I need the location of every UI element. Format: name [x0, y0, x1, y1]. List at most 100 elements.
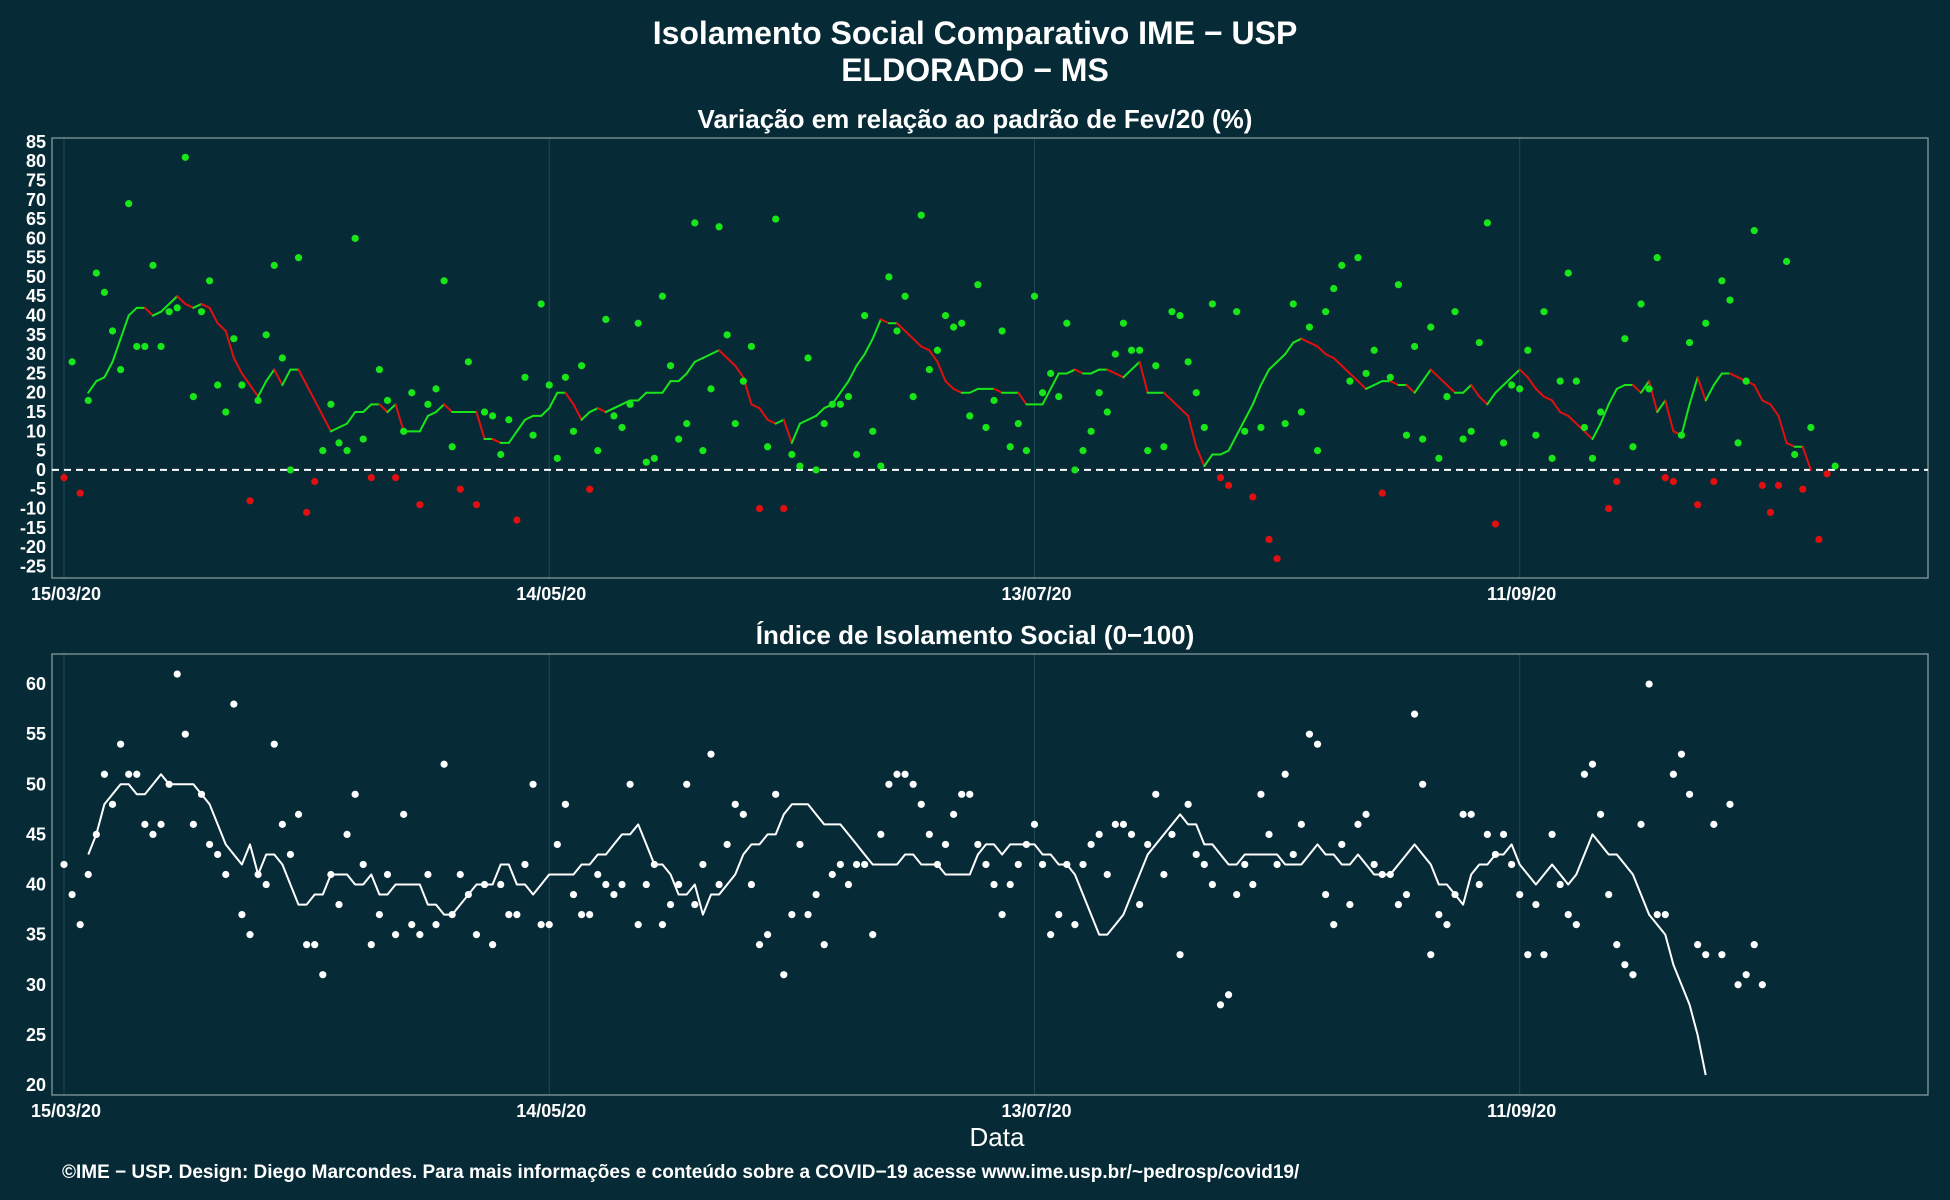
- p1-data-point: [367, 474, 375, 482]
- p2-data-point: [844, 880, 853, 889]
- p1-moving-average-segment: [912, 337, 923, 348]
- p1-data-point: [561, 373, 570, 381]
- p2-data-point: [1370, 860, 1378, 869]
- p1-data-point: [1726, 296, 1734, 304]
- p1-data-point: [990, 396, 998, 405]
- p1-data-point: [359, 435, 367, 443]
- p1-moving-average-segment: [329, 426, 340, 433]
- p1-moving-average-segment: [240, 372, 252, 387]
- p1-moving-average-segment: [127, 306, 138, 317]
- p1-data-point: [796, 462, 804, 470]
- p2-data-point: [699, 860, 707, 869]
- p1-moving-average-segment: [1437, 376, 1448, 387]
- p1-moving-average-segment: [1640, 380, 1651, 394]
- p1-data-point: [925, 365, 933, 374]
- p2-data-point: [1305, 730, 1314, 738]
- p2-data-point: [1572, 921, 1580, 929]
- p1-moving-average-segment: [1429, 368, 1440, 379]
- footer-credit: ©IME − USP. Design: Diego Marcondes. Par…: [62, 1162, 1300, 1183]
- p1-data-point: [1192, 389, 1200, 397]
- p2-data-point: [1354, 820, 1362, 828]
- p1-moving-average-segment: [596, 407, 607, 414]
- p2-data-point: [100, 770, 109, 778]
- p1-data-point: [1475, 338, 1483, 347]
- p2-data-point: [1144, 840, 1152, 849]
- p2-data-point: [594, 870, 602, 879]
- p1-moving-average-segment: [87, 380, 98, 394]
- p1-moving-average-segment: [1316, 345, 1327, 356]
- p1-moving-average-segment: [1405, 384, 1416, 394]
- x-axis-label: Data: [970, 1122, 1025, 1152]
- p2-data-point: [1427, 951, 1435, 959]
- p1-moving-average-segment: [1704, 384, 1715, 402]
- p2-data-point: [553, 840, 561, 849]
- p1-y-tick-label: -10: [20, 499, 46, 519]
- p2-data-point: [885, 780, 893, 788]
- p1-moving-average-segment: [95, 376, 106, 383]
- p2-data-point: [796, 840, 804, 849]
- p2-data-point: [84, 870, 92, 879]
- p1-data-point: [1038, 389, 1047, 397]
- p2-data-point: [1208, 880, 1217, 889]
- p1-data-point: [1063, 319, 1071, 327]
- p2-data-point: [1637, 820, 1645, 828]
- p2-data-point: [513, 910, 521, 919]
- p2-y-tick-label: 25: [26, 1025, 46, 1045]
- p1-moving-average-segment: [1324, 353, 1335, 359]
- p2-data-point: [1160, 870, 1168, 879]
- p1-data-point: [844, 392, 853, 401]
- p1-moving-average-segment: [346, 411, 357, 425]
- p1-data-point: [327, 400, 335, 408]
- p1-moving-average-segment: [1478, 395, 1489, 406]
- p1-data-point: [1548, 454, 1556, 462]
- p2-data-point: [747, 880, 756, 889]
- p1-data-point: [1540, 308, 1548, 316]
- p2-data-point: [1629, 971, 1637, 979]
- p1-data-point: [885, 273, 893, 281]
- p2-data-point: [1491, 850, 1500, 859]
- p1-moving-average-segment: [1510, 368, 1521, 379]
- p1-moving-average-segment: [119, 314, 130, 340]
- p1-moving-average-segment: [863, 337, 874, 356]
- p1-data-point: [278, 354, 286, 362]
- p2-data-point: [1758, 981, 1766, 989]
- p2-data-point: [141, 820, 149, 828]
- p1-data-point: [1653, 254, 1661, 262]
- p2-data-point: [1168, 830, 1176, 839]
- p1-moving-average-segment: [491, 438, 502, 444]
- p2-data-point: [1014, 860, 1022, 869]
- p2-data-point: [1588, 760, 1597, 768]
- p1-moving-average-segment: [1373, 380, 1384, 387]
- p1-data-point: [246, 497, 254, 505]
- p1-moving-average-segment: [435, 403, 446, 414]
- p1-moving-average-segment: [1162, 391, 1173, 402]
- p1-data-point: [1273, 555, 1281, 563]
- p2-data-point: [456, 870, 464, 879]
- p1-moving-average-segment: [968, 387, 979, 394]
- p1-moving-average-segment: [952, 387, 963, 394]
- p2-data-point: [812, 890, 820, 899]
- p1-moving-average-segment: [1413, 380, 1424, 394]
- p1-moving-average-segment: [1065, 368, 1076, 375]
- p1-moving-average-segment: [612, 403, 624, 410]
- p2-data-point: [1241, 860, 1249, 869]
- p1-data-point: [691, 219, 699, 227]
- p1-data-point: [1556, 377, 1564, 385]
- p1-moving-average-segment: [1728, 372, 1740, 379]
- p1-data-point: [100, 288, 109, 296]
- p1-data-point: [1378, 489, 1386, 497]
- p2-data-point: [270, 740, 278, 748]
- p1-moving-average-segment: [928, 349, 939, 363]
- p1-moving-average-segment: [1170, 399, 1182, 410]
- p1-moving-average-segment: [661, 380, 672, 394]
- p2-data-point: [723, 840, 731, 849]
- p2-data-point: [343, 830, 351, 839]
- p1-data-point: [125, 200, 133, 208]
- p2-data-point: [1548, 830, 1556, 839]
- p1-data-point: [173, 304, 181, 312]
- p1-data-point: [1532, 431, 1540, 439]
- p1-data-point: [1265, 535, 1273, 544]
- p2-data-point: [561, 800, 570, 808]
- p1-data-point: [432, 385, 440, 393]
- p2-data-point: [1532, 900, 1540, 909]
